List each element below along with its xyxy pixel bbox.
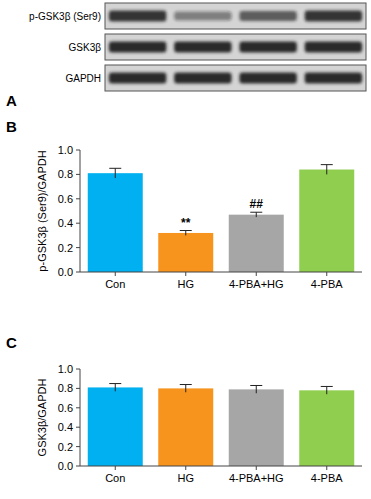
blot-strip [105, 34, 366, 60]
bar [88, 173, 143, 272]
error-bar [109, 168, 121, 178]
error-bar [321, 165, 333, 175]
error-bar [109, 384, 121, 392]
marks [88, 384, 354, 466]
y-tick-label: 0.6 [58, 193, 73, 205]
x-tick-label: HG [178, 278, 195, 290]
y-tick [76, 446, 80, 447]
blot-strip [105, 65, 366, 91]
y-tick-label: 0.4 [58, 217, 73, 229]
bar-panel: C 0.0 0.2 0.4 0.6 0.8 1.0 Con HG 4-PBA+HG 4-PBA GSK… [6, 334, 362, 484]
figure: Ap-GSK3β (Ser9) GSK3β GAPDH B 0.0 0.2 0.4 0.6 0.… [0, 0, 371, 499]
band [109, 41, 166, 52]
x-axis [80, 272, 362, 273]
error-bar [250, 385, 262, 393]
y-tick [76, 150, 80, 151]
error-bar [321, 386, 333, 394]
y-axis-label: GSK3β/GAPDH [36, 379, 48, 457]
row-label: GSK3β [69, 42, 102, 53]
y-tick-label: 0.4 [58, 421, 73, 433]
y-tick [76, 223, 80, 224]
bar [158, 388, 213, 466]
band [239, 41, 296, 52]
y-tick-label: 0.2 [58, 441, 73, 453]
y-tick [76, 427, 80, 428]
marks [88, 165, 354, 272]
x-tick-label: Con [105, 278, 125, 290]
band [174, 41, 231, 52]
y-tick-label: 1.0 [58, 144, 73, 156]
band [305, 41, 362, 52]
significance: ## [250, 197, 264, 211]
x-tick-label: 4-PBA [311, 472, 343, 484]
x-tick-label: 4-PBA+HG [229, 278, 284, 290]
band [239, 72, 296, 83]
band [109, 72, 166, 83]
x-tick-label: 4-PBA [311, 278, 343, 290]
x-tick [256, 272, 257, 276]
row-label: p-GSK3β (Ser9) [29, 11, 101, 22]
panel-label: B [6, 118, 17, 135]
blot-panel: Ap-GSK3β (Ser9) GSK3β GAPDH [6, 3, 366, 109]
significance: ** [181, 216, 191, 230]
y-tick-label: 0.6 [58, 402, 73, 414]
x-tick [326, 466, 327, 470]
y-axis [80, 150, 81, 272]
y-tick-label: 0.8 [58, 168, 73, 180]
y-axis [80, 369, 81, 466]
panel-label: C [6, 334, 17, 351]
bar [229, 389, 284, 466]
x-tick [326, 272, 327, 276]
y-tick [76, 247, 80, 248]
x-tick [185, 272, 186, 276]
x-tick-label: Con [105, 472, 125, 484]
x-tick [115, 272, 116, 276]
band [305, 11, 362, 22]
bar-panel: B 0.0 0.2 0.4 0.6 0.8 1.0 Con HG 4-PBA+HG 4-PBA p-G… [6, 118, 362, 290]
bar [158, 233, 213, 272]
y-tick [76, 272, 80, 273]
band [239, 11, 296, 21]
band [174, 11, 231, 20]
y-tick-label: 0.2 [58, 242, 73, 254]
error-bar [250, 212, 262, 217]
y-tick [76, 174, 80, 175]
y-tick-label: 0.8 [58, 382, 73, 394]
blot-strip [105, 3, 366, 29]
x-tick-label: 4-PBA+HG [229, 472, 284, 484]
y-tick [76, 407, 80, 408]
row-label: GAPDH [65, 73, 101, 84]
error-bar [180, 385, 192, 393]
bar [299, 170, 354, 272]
y-tick-label: 0.0 [58, 460, 73, 472]
x-tick [256, 466, 257, 470]
bar [299, 390, 354, 466]
y-tick [76, 369, 80, 370]
y-tick-label: 0.0 [58, 266, 73, 278]
bar [88, 387, 143, 466]
bar [229, 215, 284, 272]
band [305, 72, 362, 83]
x-tick-label: HG [178, 472, 195, 484]
y-tick-label: 1.0 [58, 363, 73, 375]
y-tick [76, 466, 80, 467]
x-tick [115, 466, 116, 470]
panel-label: A [6, 92, 17, 109]
x-axis [80, 466, 362, 467]
y-tick [76, 198, 80, 199]
y-tick [76, 388, 80, 389]
y-axis-label: p-GSK3β (Ser9)/GAPDH [36, 150, 48, 271]
band [109, 11, 166, 22]
band [174, 72, 231, 83]
error-bar [180, 231, 192, 236]
x-tick [185, 466, 186, 470]
